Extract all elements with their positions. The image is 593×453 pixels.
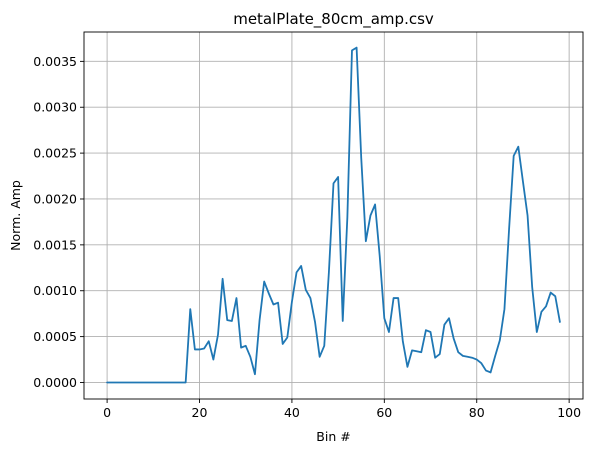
series-line — [106, 46, 561, 384]
x-tick-label: 80 — [469, 405, 485, 420]
y-tick-label: 0.0015 — [33, 237, 77, 252]
x-tick-label: 0 — [103, 405, 111, 420]
x-axis-label: Bin # — [316, 429, 350, 444]
y-axis-label: Norm. Amp — [8, 180, 23, 251]
y-tick-label: 0.0005 — [33, 329, 77, 344]
x-tick-label: 20 — [192, 405, 208, 420]
y-axis: 0.0000 0.0005 0.0010 0.0015 0.0020 0.0025 0.00… — [33, 54, 84, 390]
grid — [84, 32, 583, 399]
y-tick-label: 0.0030 — [33, 100, 77, 115]
chart-title: metalPlate_80cm_amp.csv — [233, 10, 434, 29]
y-tick-label: 0.0020 — [33, 191, 77, 206]
series-layer — [106, 46, 561, 384]
y-tick-label: 0.0035 — [33, 54, 77, 69]
x-tick-label: 100 — [557, 405, 581, 420]
x-tick-label: 40 — [284, 405, 300, 420]
y-tick-label: 0.0010 — [33, 283, 77, 298]
x-tick-label: 60 — [376, 405, 392, 420]
y-tick-label: 0.0025 — [33, 146, 77, 161]
y-tick-label: 0.0000 — [33, 375, 77, 390]
plot-frame — [83, 31, 584, 400]
x-axis: 0 20 40 60 80 100 — [103, 399, 581, 420]
